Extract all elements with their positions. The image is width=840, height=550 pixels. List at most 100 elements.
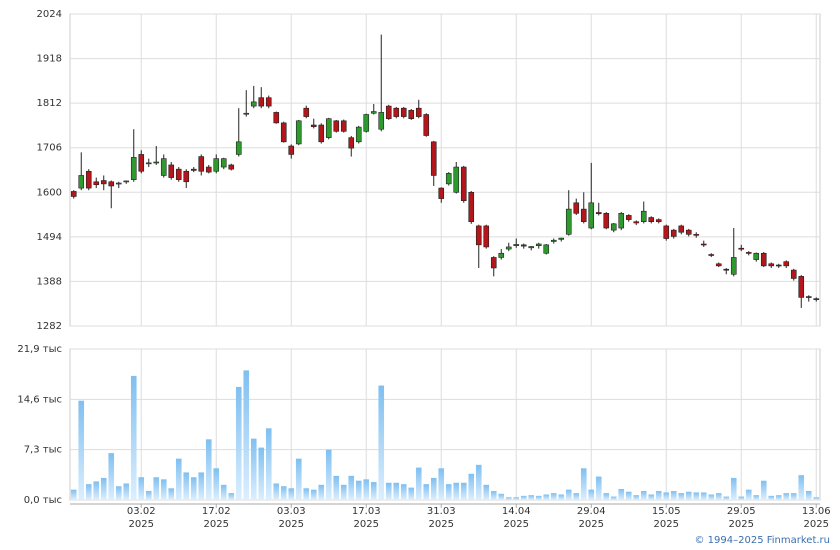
candle-body [715, 263, 722, 267]
candle-body [258, 97, 265, 107]
volume-bar [115, 486, 122, 500]
candle-body [115, 182, 122, 185]
volume-bar [648, 494, 655, 500]
candle-body [153, 161, 160, 164]
candle-body [730, 257, 737, 275]
volume-bar [595, 476, 602, 500]
candle-body [138, 154, 145, 172]
x-tick-label: 14.04 2025 [501, 506, 531, 530]
volume-bar [805, 491, 812, 500]
candle-body [700, 243, 707, 246]
candle-body [558, 237, 565, 240]
x-tick-label: 15.05 2025 [651, 506, 681, 530]
volume-bar [505, 497, 512, 500]
volume-bar [130, 375, 137, 500]
volume-bar [580, 468, 587, 500]
volume-bar [393, 482, 400, 500]
volume-bar [565, 489, 572, 500]
candle-body [663, 225, 670, 239]
candle-body [198, 156, 205, 172]
candle-body [550, 239, 557, 242]
volume-bar [430, 477, 437, 500]
volume-bar [295, 458, 302, 500]
volume-bar [633, 495, 640, 500]
volume-bar [108, 453, 115, 500]
volume-bar [100, 477, 107, 500]
candle-body [588, 202, 595, 229]
volume-bar [250, 438, 257, 500]
volume-bar [325, 449, 332, 500]
candle-body [798, 276, 805, 298]
candle-body [190, 168, 197, 171]
candle-body [160, 158, 167, 176]
candle-body [273, 112, 280, 124]
candle-body [453, 166, 460, 193]
candle-body [355, 126, 362, 143]
volume-bar [670, 491, 677, 500]
candle-body [610, 223, 617, 231]
volume-bar [175, 458, 182, 500]
x-tick-label: 17.02 2025 [201, 506, 231, 530]
candle-body [378, 112, 385, 130]
volume-bar [445, 484, 452, 500]
candle-body [423, 114, 430, 136]
volume-bar [205, 439, 212, 500]
candle-body [100, 180, 107, 185]
volume-bar [423, 484, 430, 500]
volume-bar [220, 484, 227, 500]
volume-bar [160, 479, 167, 500]
candle-body [348, 137, 355, 149]
candle-body [753, 252, 760, 260]
candle-body [565, 208, 572, 235]
candle-body [520, 244, 527, 247]
y-tick-label: 1388 [37, 276, 62, 287]
volume-bar [460, 482, 467, 500]
candle-body [145, 162, 152, 165]
candle-body [625, 215, 632, 220]
volume-bar [288, 488, 295, 500]
volume-bar [693, 492, 700, 500]
candle-body [475, 225, 482, 246]
volume-bar [558, 494, 565, 500]
candle-body [595, 212, 602, 215]
candle-body [400, 107, 407, 117]
volume-bar [730, 477, 737, 500]
volume-bar [775, 495, 782, 500]
candle-body [723, 268, 730, 271]
candle-body [108, 181, 115, 187]
volume-bar [78, 400, 85, 500]
volume-bar [273, 483, 280, 500]
candle-body [168, 164, 175, 178]
candle-body [220, 158, 227, 168]
volume-bar [408, 487, 415, 500]
volume-bar [265, 428, 272, 500]
candle-body [745, 252, 752, 254]
volume-bar [760, 480, 767, 500]
volume-bar [453, 482, 460, 500]
candle-body [123, 180, 130, 183]
volume-bar [468, 473, 475, 500]
volume-bar [498, 493, 505, 500]
volume-bar [678, 493, 685, 500]
volume-bar [700, 492, 707, 500]
volume-bar [640, 491, 647, 500]
candle-body [310, 124, 317, 127]
volume-bar [483, 484, 490, 500]
y-tick-label: 2024 [37, 9, 62, 20]
candle-body [408, 109, 415, 120]
candle-body [543, 244, 550, 254]
plot-frame [69, 13, 821, 327]
volume-bar [123, 483, 130, 500]
candle-body [393, 107, 400, 117]
candle-body [295, 120, 302, 145]
candle-body [280, 122, 287, 143]
candle-body [528, 246, 535, 249]
candle-body [513, 244, 520, 246]
volume-bar [723, 496, 730, 500]
volume-bar [625, 491, 632, 500]
volume-bar [715, 493, 722, 500]
candle-body [678, 225, 685, 233]
x-tick-label: 13.06 2025 [801, 506, 831, 530]
volume-bar [790, 493, 797, 500]
